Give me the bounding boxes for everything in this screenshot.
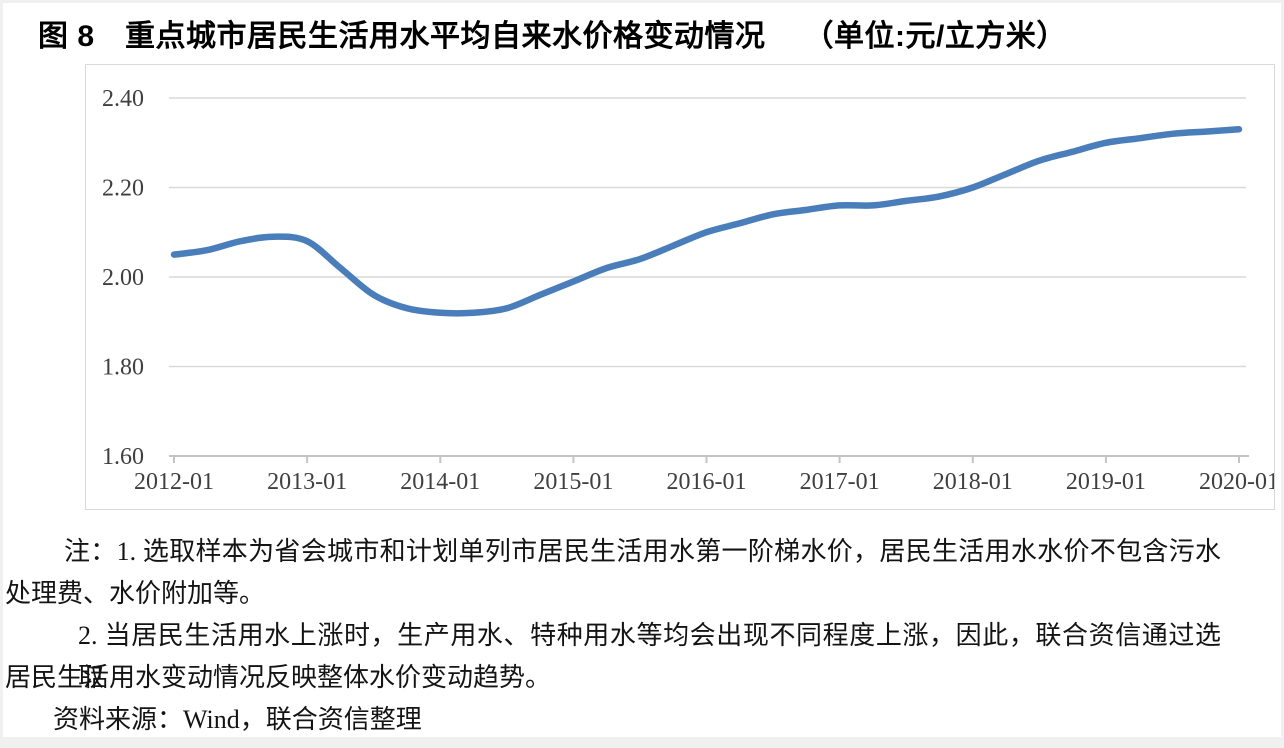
x-axis-label: 2020-01 <box>1199 469 1274 495</box>
notes-block: 注：1. 选取样本为省会城市和计划单列市居民生活用水第一阶梯水价，居民生活用水水… <box>5 531 1221 699</box>
document-page: 图 8 重点城市居民生活用水平均自来水价格变动情况 （单位:元/立方米） 2.40… <box>3 3 1281 737</box>
note-line-4: 居民生活用水变动情况反映整体水价变动趋势。 <box>5 663 552 692</box>
price-line-series <box>170 126 1243 317</box>
x-axis-label: 2013-01 <box>267 469 347 495</box>
y-axis-label: 2.40 <box>102 86 144 112</box>
y-axis-label: 2.20 <box>102 176 144 202</box>
source-line: 资料来源：Wind，联合资信整理 <box>53 705 422 734</box>
y-axis-label: 2.00 <box>102 265 144 291</box>
x-axis-label: 2016-01 <box>667 469 747 495</box>
note-line-1: 注：1. 选取样本为省会城市和计划单列市居民生活用水第一阶梯水价，居民生活用水水… <box>64 537 1221 566</box>
figure-unit-label: （单位:元/立方米） <box>803 20 1067 53</box>
y-axis-label: 1.60 <box>102 444 144 470</box>
x-axis-label: 2018-01 <box>933 469 1013 495</box>
figure-title: 图 8 重点城市居民生活用水平均自来水价格变动情况 <box>38 20 766 53</box>
figure-title-row: 图 8 重点城市居民生活用水平均自来水价格变动情况 （单位:元/立方米） <box>38 11 1067 55</box>
x-axis-label: 2017-01 <box>800 469 880 495</box>
y-axis-label: 1.80 <box>102 355 144 381</box>
x-axis-label: 2014-01 <box>400 469 480 495</box>
x-axis-label: 2015-01 <box>533 469 613 495</box>
x-axis-label: 2012-01 <box>134 469 214 495</box>
note-line-3: 2. 当居民生活用水上涨时，生产用水、特种用水等均会出现不同程度上涨，因此，联合… <box>78 621 1221 692</box>
chart-frame: 2.40 2.20 2.00 1.80 1.60 2012-01 2013-01 2014-0… <box>85 64 1275 510</box>
note-line-2: 处理费、水价附加等。 <box>5 579 266 608</box>
x-axis-label: 2019-01 <box>1066 469 1146 495</box>
